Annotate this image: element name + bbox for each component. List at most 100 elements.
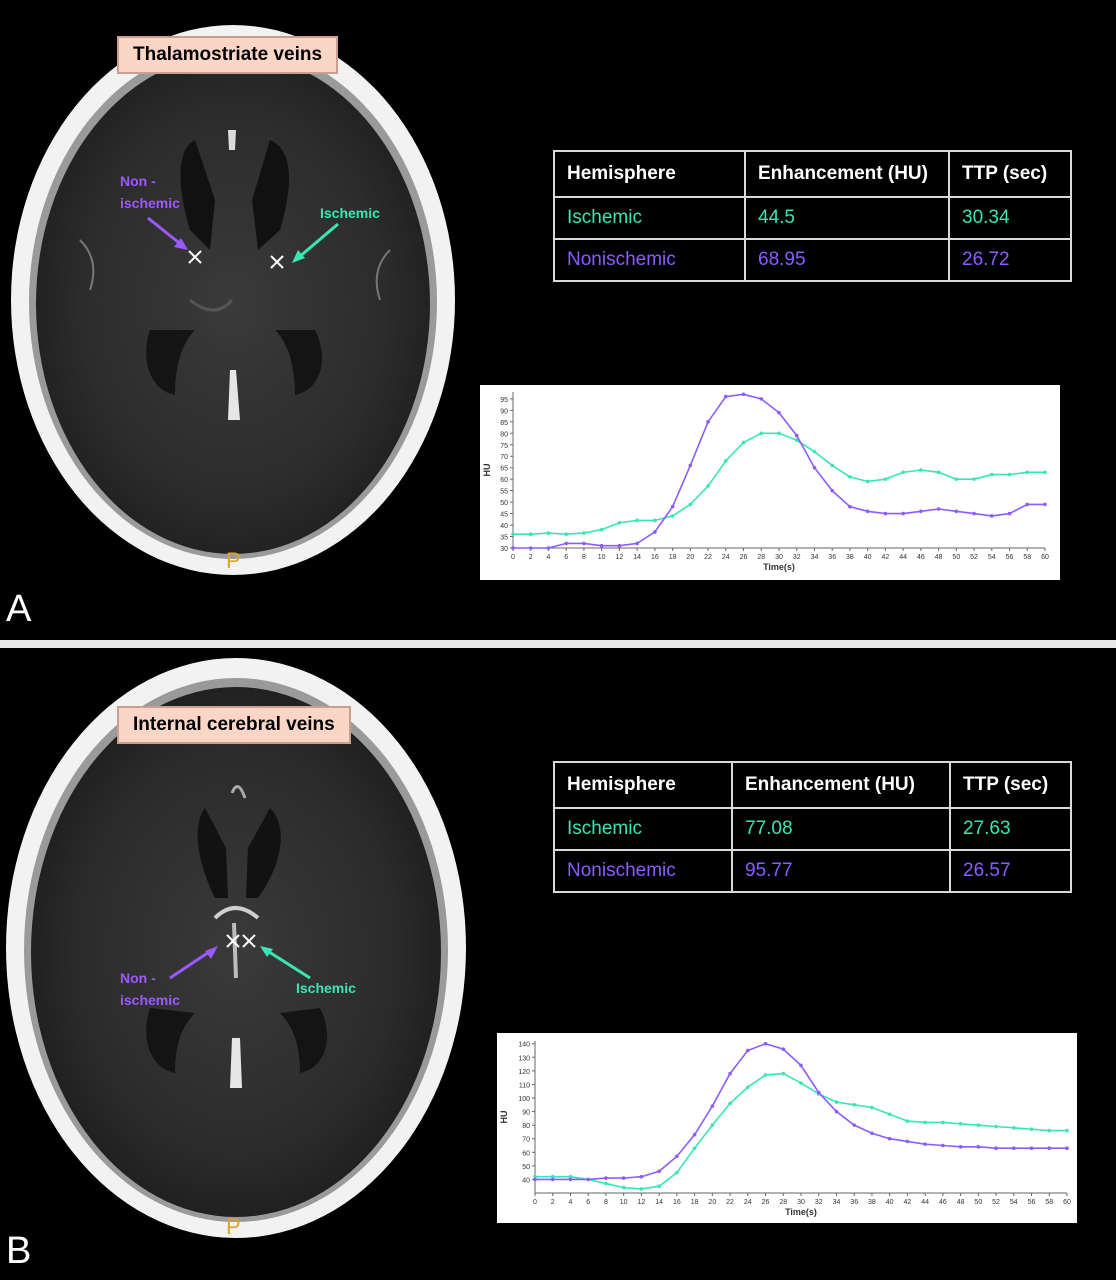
x-tick-label: 18 [691,1199,699,1206]
data-point [621,1185,626,1190]
x-tick-label: 2 [551,1199,555,1206]
data-point [528,546,533,550]
x-axis-label: Time(s) [763,562,795,572]
data-point [941,1120,945,1125]
data-point [670,514,675,518]
data-point [834,1100,839,1104]
x-tick-label: 52 [970,554,978,561]
data-point [564,532,568,537]
x-tick-label: 46 [917,554,925,561]
data-point [865,509,870,514]
data-point [728,1071,732,1076]
y-axis-label: HU [499,1111,509,1124]
data-point [550,1177,555,1182]
data-point [865,479,870,484]
ct-scan-image [6,658,466,1238]
data-point [923,1120,927,1125]
nonischemic-annotation-line1: Non - [120,173,156,189]
header-enhancement: Enhancement (HU) [744,150,950,198]
cell-enhancement: 68.95 [744,238,950,282]
data-point [972,511,976,516]
data-point [533,1177,537,1182]
data-point [763,1073,768,1077]
y-tick-label: 100 [518,1096,530,1103]
data-point [692,1132,697,1137]
data-point [781,1047,786,1051]
data-point [582,531,586,535]
data-point [639,1187,644,1191]
data-point [1047,1146,1052,1151]
cell-hemisphere: Ischemic [553,807,733,851]
x-tick-label: 54 [988,554,996,561]
x-tick-label: 4 [547,554,551,561]
x-tick-label: 16 [651,554,659,561]
table-row: Ischemic 44.5 30.34 [553,196,1072,240]
data-point [675,1154,679,1159]
ischemic-annotation: Ischemic [320,205,380,221]
x-tick-label: 40 [886,1199,894,1206]
x-tick-label: 4 [569,1199,573,1206]
y-tick-label: 60 [500,477,508,484]
data-point [1025,502,1030,507]
data-point [1029,1146,1034,1151]
panel-a: Thalamostriate veins Non - ischemic Isch… [6,25,1072,630]
data-point [901,511,905,516]
data-point [976,1145,981,1149]
data-point [511,532,515,537]
y-tick-label: 90 [500,408,508,415]
data-point [1012,1146,1016,1151]
cell-enhancement: 77.08 [731,807,951,851]
data-point [994,1146,998,1151]
y-tick-label: 50 [522,1164,530,1171]
x-tick-label: 42 [904,1199,912,1206]
data-point [546,546,551,550]
x-tick-label: 30 [775,554,783,561]
data-point [511,546,515,550]
cell-ttp: 30.34 [948,196,1072,240]
x-tick-label: 16 [673,1199,681,1206]
data-point [905,1119,910,1123]
data-point [741,392,746,397]
data-point [883,477,888,481]
x-tick-label: 6 [564,554,568,561]
data-point [830,463,834,468]
y-tick-label: 35 [500,535,508,542]
x-tick-label: 42 [882,554,890,561]
y-tick-label: 130 [518,1055,530,1062]
x-tick-label: 24 [722,554,730,561]
data-point [692,1146,697,1151]
data-point [816,1090,821,1095]
nonischemic-annotation-line2: ischemic [120,195,180,211]
data-point [834,1109,839,1114]
data-point [994,1124,998,1129]
x-tick-label: 0 [533,1199,537,1206]
data-point [706,420,710,424]
data-point [972,477,976,481]
x-tick-label: 32 [793,554,801,561]
x-tick-label: 60 [1041,554,1049,561]
data-point [582,541,586,546]
x-tick-label: 26 [762,1199,770,1206]
data-point [724,459,728,463]
x-tick-label: 10 [598,554,606,561]
panel-divider [0,640,1116,648]
data-point [777,431,781,436]
data-point [901,470,905,475]
table-row: Nonischemic 95.77 26.57 [553,849,1072,893]
data-point [812,465,817,470]
data-point [706,484,710,488]
x-tick-label: 32 [815,1199,823,1206]
y-tick-label: 95 [500,397,508,404]
x-tick-label: 54 [1010,1199,1018,1206]
data-point [812,449,817,454]
data-point [1007,511,1012,516]
x-tick-label: 40 [864,554,872,561]
data-point [1007,472,1012,477]
x-tick-label: 34 [833,1199,841,1206]
results-table: Hemisphere Enhancement (HU) TTP (sec) Is… [553,150,1072,282]
data-point [586,1177,590,1182]
table-row: Nonischemic 68.95 26.72 [553,238,1072,282]
data-point [710,1123,715,1127]
data-point [639,1174,644,1179]
